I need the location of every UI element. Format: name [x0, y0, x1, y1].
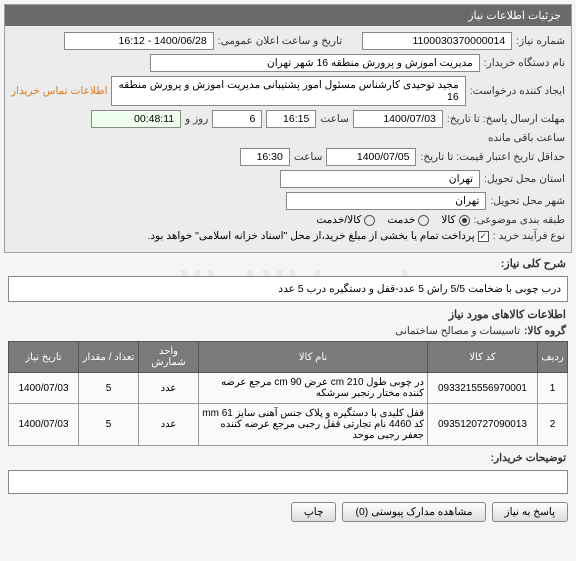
- attachments-button[interactable]: مشاهده مدارک پیوستی (0): [342, 502, 485, 522]
- panel-header: جزئیات اطلاعات نیاز: [5, 5, 571, 26]
- cell-n: 1: [538, 373, 568, 404]
- buyer-field: مدیریت اموزش و پرورش منطقه 16 شهر تهران: [150, 54, 480, 72]
- announce-field: 1400/06/28 - 16:12: [64, 32, 214, 50]
- radio-service[interactable]: خدمت: [387, 214, 429, 226]
- buyer-contact-link[interactable]: اطلاعات تماس خریدار: [11, 85, 107, 97]
- group-label: گروه کالا:: [524, 325, 566, 337]
- cell-code: 0935120727090013: [428, 404, 538, 446]
- row-comments-label: توضیحات خریدار:: [10, 452, 566, 464]
- row-buyer: نام دستگاه خریدار: مدیریت اموزش و پرورش …: [11, 54, 565, 72]
- desc-section-label: شرح کلی نیاز:: [10, 257, 566, 270]
- th-code: کد کالا: [428, 342, 538, 373]
- comments-label: توضیحات خریدار:: [491, 452, 566, 464]
- radio-dot-icon: [418, 215, 429, 226]
- radio-both[interactable]: کالا/خدمت: [316, 214, 375, 226]
- print-button[interactable]: چاپ: [291, 502, 337, 522]
- subject-radio-group: کالا خدمت کالا/خدمت: [316, 214, 469, 226]
- need-number-field: 1100030370000014: [362, 32, 512, 50]
- row-city: شهر محل تحویل: تهران: [11, 192, 565, 210]
- resp-time-field: 16:15: [266, 110, 316, 128]
- th-row: ردیف: [538, 342, 568, 373]
- cell-date: 1400/07/03: [9, 404, 79, 446]
- th-date: تاریخ نیاز: [9, 342, 79, 373]
- days-label: روز و: [185, 113, 208, 125]
- countdown-field: 00:48:11: [91, 110, 181, 128]
- radio-dot-icon: [364, 215, 375, 226]
- cell-unit: عدد: [139, 373, 199, 404]
- need-number-label: شماره نیاز:: [516, 35, 565, 47]
- reply-button[interactable]: پاسخ به نیاز: [492, 502, 568, 522]
- cell-code: 0933215556970001: [428, 373, 538, 404]
- th-name: نام کالا: [199, 342, 428, 373]
- radio-goods[interactable]: کالا: [441, 214, 469, 226]
- province-field: تهران: [280, 170, 480, 188]
- radio-both-label: کالا/خدمت: [316, 214, 361, 226]
- proc-label: نوع فرآیند خرید :: [493, 230, 565, 242]
- cell-n: 2: [538, 404, 568, 446]
- details-panel: جزئیات اطلاعات نیاز شماره نیاز: 11000303…: [4, 4, 572, 253]
- table-row: 1 0933215556970001 در چوبی طول cm 210 عر…: [9, 373, 568, 404]
- row-number-announce: شماره نیاز: 1100030370000014 تاریخ و ساع…: [11, 32, 565, 50]
- city-field: تهران: [286, 192, 486, 210]
- subject-label: طبقه بندی موضوعی:: [474, 214, 565, 226]
- proc-note: پرداخت تمام یا بخشی از مبلغ خرید،از محل …: [147, 230, 474, 242]
- credit-time-field: 16:30: [240, 148, 290, 166]
- resp-deadline-label: مهلت ارسال پاسخ: تا تاریخ:: [447, 113, 565, 125]
- credit-label: حداقل تاریخ اعتبار قیمت: تا تاریخ:: [420, 151, 565, 163]
- row-proc: نوع فرآیند خرید : پرداخت تمام یا بخشی از…: [11, 230, 565, 242]
- row-group: گروه کالا: تاسیسات و مصالح ساختمانی: [10, 325, 566, 337]
- cell-qty: 5: [79, 373, 139, 404]
- checkbox-icon: [478, 231, 489, 242]
- announce-label: تاریخ و ساعت اعلان عمومی:: [218, 35, 342, 47]
- city-label: شهر محل تحویل:: [490, 195, 565, 207]
- radio-dot-icon: [459, 215, 470, 226]
- cell-name: قفل کلیدی با دستگیره و پلاک جنس آهنی سای…: [199, 404, 428, 446]
- row-credit: حداقل تاریخ اعتبار قیمت: تا تاریخ: 1400/…: [11, 148, 565, 166]
- row-resp-deadline: مهلت ارسال پاسخ: تا تاریخ: 1400/07/03 سا…: [11, 110, 565, 144]
- requester-field: مجید توحیدی کارشناس مسئول امور پشتیبانی …: [111, 76, 465, 106]
- cell-qty: 5: [79, 404, 139, 446]
- row-province: استان محل تحویل: تهران: [11, 170, 565, 188]
- row-subject: طبقه بندی موضوعی: کالا خدمت کالا/خدمت: [11, 214, 565, 226]
- row-requester: ایجاد کننده درخواست: مجید توحیدی کارشناس…: [11, 76, 565, 106]
- cell-date: 1400/07/03: [9, 373, 79, 404]
- goods-section-title: اطلاعات کالاهای مورد نیاز: [10, 308, 566, 321]
- days-left-field: 6: [212, 110, 262, 128]
- goods-table: ردیف کد کالا نام کالا واحد شمارش تعداد /…: [8, 341, 568, 446]
- th-qty: تعداد / مقدار: [79, 342, 139, 373]
- radio-goods-label: کالا: [441, 214, 455, 226]
- at-label-1: ساعت: [320, 113, 349, 125]
- proc-checkbox-item[interactable]: پرداخت تمام یا بخشی از مبلغ خرید،از محل …: [147, 230, 488, 242]
- desc-box: درب چوبی با ضخامت 5/5 راش 5 عدد-قفل و دس…: [8, 276, 568, 302]
- credit-date-field: 1400/07/05: [326, 148, 416, 166]
- at-label-2: ساعت: [294, 151, 323, 163]
- group-value: تاسیسات و مصالح ساختمانی: [395, 325, 520, 337]
- comments-box: [8, 470, 568, 494]
- th-unit: واحد شمارش: [139, 342, 199, 373]
- remain-label: ساعت باقی مانده: [488, 132, 565, 144]
- resp-date-field: 1400/07/03: [353, 110, 443, 128]
- table-row: 2 0935120727090013 قفل کلیدی با دستگیره …: [9, 404, 568, 446]
- radio-service-label: خدمت: [387, 214, 415, 226]
- footer-buttons: پاسخ به نیاز مشاهده مدارک پیوستی (0) چاپ: [8, 502, 568, 522]
- buyer-label: نام دستگاه خریدار:: [484, 57, 565, 69]
- panel-title: جزئیات اطلاعات نیاز: [468, 10, 561, 22]
- province-label: استان محل تحویل:: [484, 173, 565, 185]
- requester-label: ایجاد کننده درخواست:: [470, 85, 565, 97]
- table-header-row: ردیف کد کالا نام کالا واحد شمارش تعداد /…: [9, 342, 568, 373]
- cell-name: در چوبی طول cm 210 عرض cm 90 مرجع عرضه ک…: [199, 373, 428, 404]
- panel-body: شماره نیاز: 1100030370000014 تاریخ و ساع…: [5, 26, 571, 252]
- cell-unit: عدد: [139, 404, 199, 446]
